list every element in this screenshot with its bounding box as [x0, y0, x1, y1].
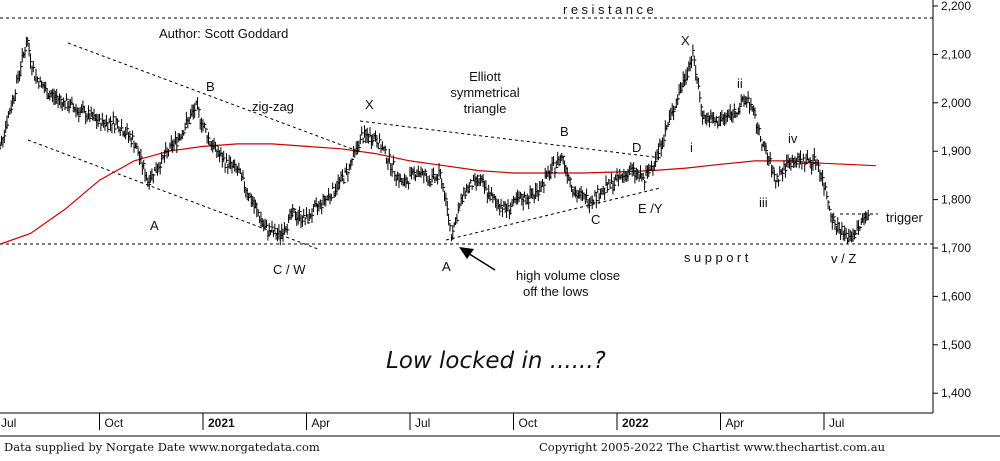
moving-average-line: [0, 143, 876, 245]
wave-label-d2: D: [632, 140, 641, 155]
trigger-label: trigger: [886, 210, 924, 225]
x-axis-ticks: Jul Oct 2021 Apr Jul Oct 2022 Apr Jul: [1, 413, 844, 430]
x-tick-label: Oct: [105, 416, 124, 430]
wave-label-cw: C / W: [273, 262, 306, 277]
y-tick-label: 1,400: [941, 386, 971, 400]
triangle-upper-line: [359, 120, 663, 159]
trend-lines: [27, 42, 663, 250]
x-tick-label: Oct: [519, 416, 538, 430]
y-tick-label: 1,500: [941, 338, 971, 352]
wave-label-vz: v / Z: [831, 251, 856, 266]
wave-label-b2: B: [560, 124, 569, 139]
zigzag-upper-channel: [67, 42, 356, 151]
x-tick-label: Apr: [312, 416, 331, 430]
y-tick-label: 1,800: [941, 193, 971, 207]
wave-label-iv: iv: [788, 131, 798, 146]
x-tick-label: Apr: [726, 416, 745, 430]
high-volume-label-line2: off the lows: [523, 284, 589, 299]
footer-copyright: Copyright 2005-2022 The Chartist www.the…: [539, 440, 885, 454]
wave-label-b1: B: [206, 79, 215, 94]
headline-question: Low locked in ......?: [386, 348, 606, 374]
footer-data-source: Data supplied by Norgate Date www.norgat…: [4, 440, 320, 454]
wave-label-ey: E /Y: [638, 201, 663, 216]
x-tick-label: 2022: [622, 416, 649, 430]
y-tick-label: 1,700: [941, 241, 971, 255]
x-tick-label: Jul: [829, 416, 844, 430]
zigzag-lower-channel: [27, 139, 319, 250]
author-label: Author: Scott Goddard: [159, 26, 288, 41]
triangle-lower-line: [445, 187, 661, 241]
high-volume-label-line1: high volume close: [516, 268, 620, 283]
wave-label-c2: C: [591, 212, 600, 227]
y-tick-label: 2,200: [941, 0, 971, 13]
x-tick-label: Jul: [415, 416, 430, 430]
wave-label-a1: A: [150, 218, 159, 233]
wave-labels: A B C / W X A B C D E /Y X i ii iii iv v…: [150, 33, 856, 277]
wave-label-x2: X: [681, 33, 690, 48]
elliott-label-line2: symmetrical: [450, 85, 519, 100]
wave-label-a2: A: [442, 259, 451, 274]
zigzag-label: zig-zag: [252, 99, 294, 114]
y-tick-label: 1,600: [941, 289, 971, 303]
resistance-label: resistance: [563, 2, 657, 17]
y-tick-label: 1,900: [941, 144, 971, 158]
elliott-label-line1: Elliott: [469, 69, 501, 84]
wave-label-x1: X: [365, 97, 374, 112]
wave-label-iii: iii: [759, 195, 768, 210]
support-label: support: [684, 250, 752, 265]
y-tick-label: 2,000: [941, 96, 971, 110]
x-tick-label: Jul: [1, 416, 16, 430]
elliott-label-line3: triangle: [464, 101, 507, 116]
x-tick-label: 2021: [208, 416, 235, 430]
y-tick-label: 2,100: [941, 47, 971, 61]
wave-label-ii: ii: [737, 76, 743, 91]
wave-label-i: i: [690, 140, 693, 155]
price-series: [0, 36, 871, 246]
y-axis-ticks: 1,400 1,500 1,600 1,700 1,800 1,900 2,000 2,100…: [933, 0, 971, 400]
arrow-to-low: [459, 247, 496, 271]
